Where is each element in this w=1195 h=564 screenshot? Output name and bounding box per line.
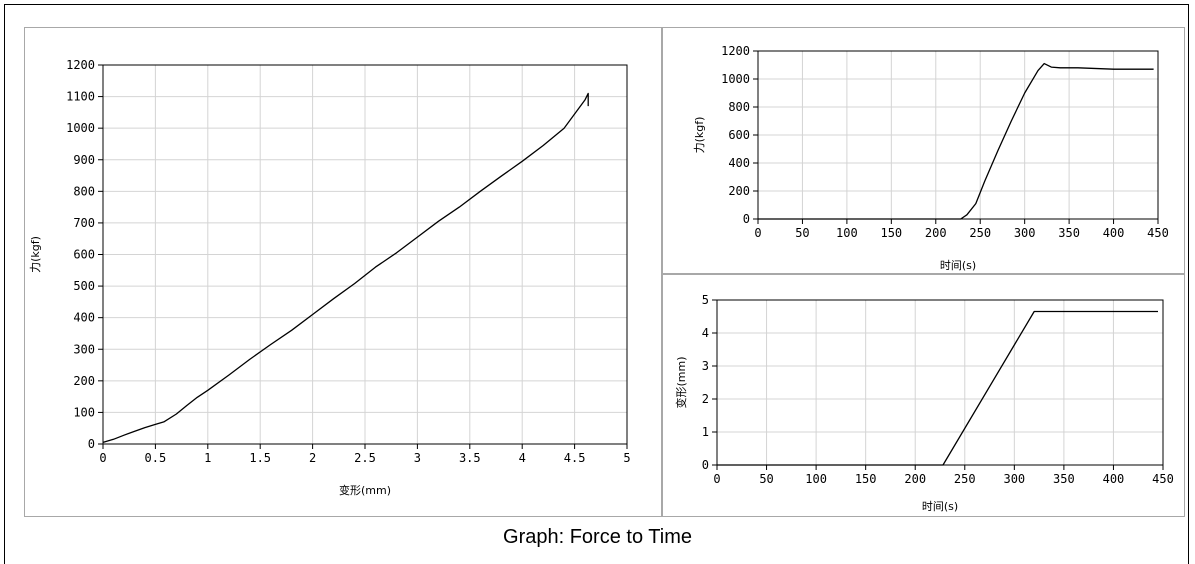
y-tick-label: 1200	[66, 58, 95, 72]
plot-area	[716, 299, 1164, 466]
x-tick-label: 100	[805, 472, 827, 486]
x-tick-label: 350	[1058, 226, 1080, 240]
y-tick-label: 200	[728, 184, 750, 198]
y-tick-label: 1000	[66, 121, 95, 135]
y-tick-label: 400	[73, 311, 95, 325]
x-tick-label: 3.5	[459, 451, 481, 465]
y-tick-label: 4	[702, 326, 709, 340]
x-tick-label: 1	[204, 451, 211, 465]
figure-caption: Graph: Force to Time	[503, 526, 692, 548]
x-tick-label: 200	[925, 226, 947, 240]
y-tick-label: 3	[702, 359, 709, 373]
y-tick-label: 200	[73, 374, 95, 388]
x-tick-label: 250	[954, 472, 976, 486]
x-tick-label: 150	[855, 472, 877, 486]
x-tick-label: 5	[623, 451, 630, 465]
y-axis-label: 力(kgf)	[29, 236, 42, 273]
x-axis-label: 时间(s)	[940, 259, 976, 272]
x-tick-label: 4.5	[564, 451, 586, 465]
y-axis-label: 变形(mm)	[674, 356, 688, 408]
x-tick-label: 400	[1103, 472, 1125, 486]
x-tick-label: 450	[1152, 472, 1174, 486]
y-tick-label: 1000	[721, 72, 750, 86]
x-tick-label: 3	[414, 451, 421, 465]
x-tick-label: 2.5	[354, 451, 376, 465]
x-tick-label: 300	[1014, 226, 1036, 240]
x-axis-label: 时间(s)	[922, 500, 958, 513]
y-tick-label: 800	[73, 184, 95, 198]
y-tick-label: 5	[702, 293, 709, 307]
x-tick-label: 350	[1053, 472, 1075, 486]
x-tick-label: 2	[309, 451, 316, 465]
chart-panel-force-vs-time: 0 50 100 150 200 250 300 350 400 450 0 200 400 600 800…	[662, 27, 1185, 274]
y-tick-label: 1200	[721, 44, 750, 58]
x-tick-label: 100	[836, 226, 858, 240]
x-axis-label: 变形(mm)	[339, 483, 391, 497]
series-line	[758, 62, 1154, 220]
y-tick-label: 2	[702, 392, 709, 406]
x-tick-label: 0	[99, 451, 106, 465]
x-tick-label: 50	[795, 226, 809, 240]
y-tick-label: 300	[73, 342, 95, 356]
y-tick-label: 900	[73, 153, 95, 167]
x-tick-label: 250	[969, 226, 991, 240]
chart-panel-deformation-vs-time: 0 50 100 150 200 250 300 350 400 450 0 1 2 3 4 5 时间(s) 变形…	[662, 274, 1185, 517]
y-tick-label: 600	[73, 248, 95, 262]
chart-panel-force-vs-deformation: 0 0.5 1 1.5 2 2.5 3 3.5 4 4.5 5 0 100 200 300 400 500 600…	[24, 27, 662, 517]
x-tick-label: 4	[519, 451, 526, 465]
y-tick-label: 1	[702, 425, 709, 439]
y-tick-label: 100	[73, 405, 95, 419]
series-line	[717, 310, 1158, 466]
x-tick-label: 0.5	[145, 451, 167, 465]
chart-force-vs-deformation: 0 0.5 1 1.5 2 2.5 3 3.5 4 4.5 5 0 100 200 300 400 500 600…	[29, 58, 631, 497]
y-axis-label: 力(kgf)	[693, 117, 706, 154]
y-tick-label: 0	[88, 437, 95, 451]
y-tick-label: 500	[73, 279, 95, 293]
x-tick-label: 200	[904, 472, 926, 486]
y-tick-label: 0	[702, 458, 709, 472]
y-tick-label: 0	[743, 212, 750, 226]
chart-deformation-vs-time: 0 50 100 150 200 250 300 350 400 450 0 1 2 3 4 5 时间(s) 变形…	[674, 293, 1174, 513]
y-tick-label: 1100	[66, 90, 95, 104]
x-tick-label: 400	[1103, 226, 1125, 240]
x-tick-label: 450	[1147, 226, 1169, 240]
x-tick-label: 150	[880, 226, 902, 240]
y-tick-label: 700	[73, 216, 95, 230]
y-tick-label: 400	[728, 156, 750, 170]
x-tick-label: 50	[759, 472, 773, 486]
x-tick-label: 0	[713, 472, 720, 486]
x-tick-label: 1.5	[249, 451, 271, 465]
x-tick-label: 300	[1003, 472, 1025, 486]
x-tick-label: 0	[754, 226, 761, 240]
y-tick-label: 800	[728, 100, 750, 114]
series-line	[102, 92, 589, 444]
y-tick-label: 600	[728, 128, 750, 142]
chart-force-vs-time: 0 50 100 150 200 250 300 350 400 450 0 200 400 600 800…	[693, 44, 1169, 272]
